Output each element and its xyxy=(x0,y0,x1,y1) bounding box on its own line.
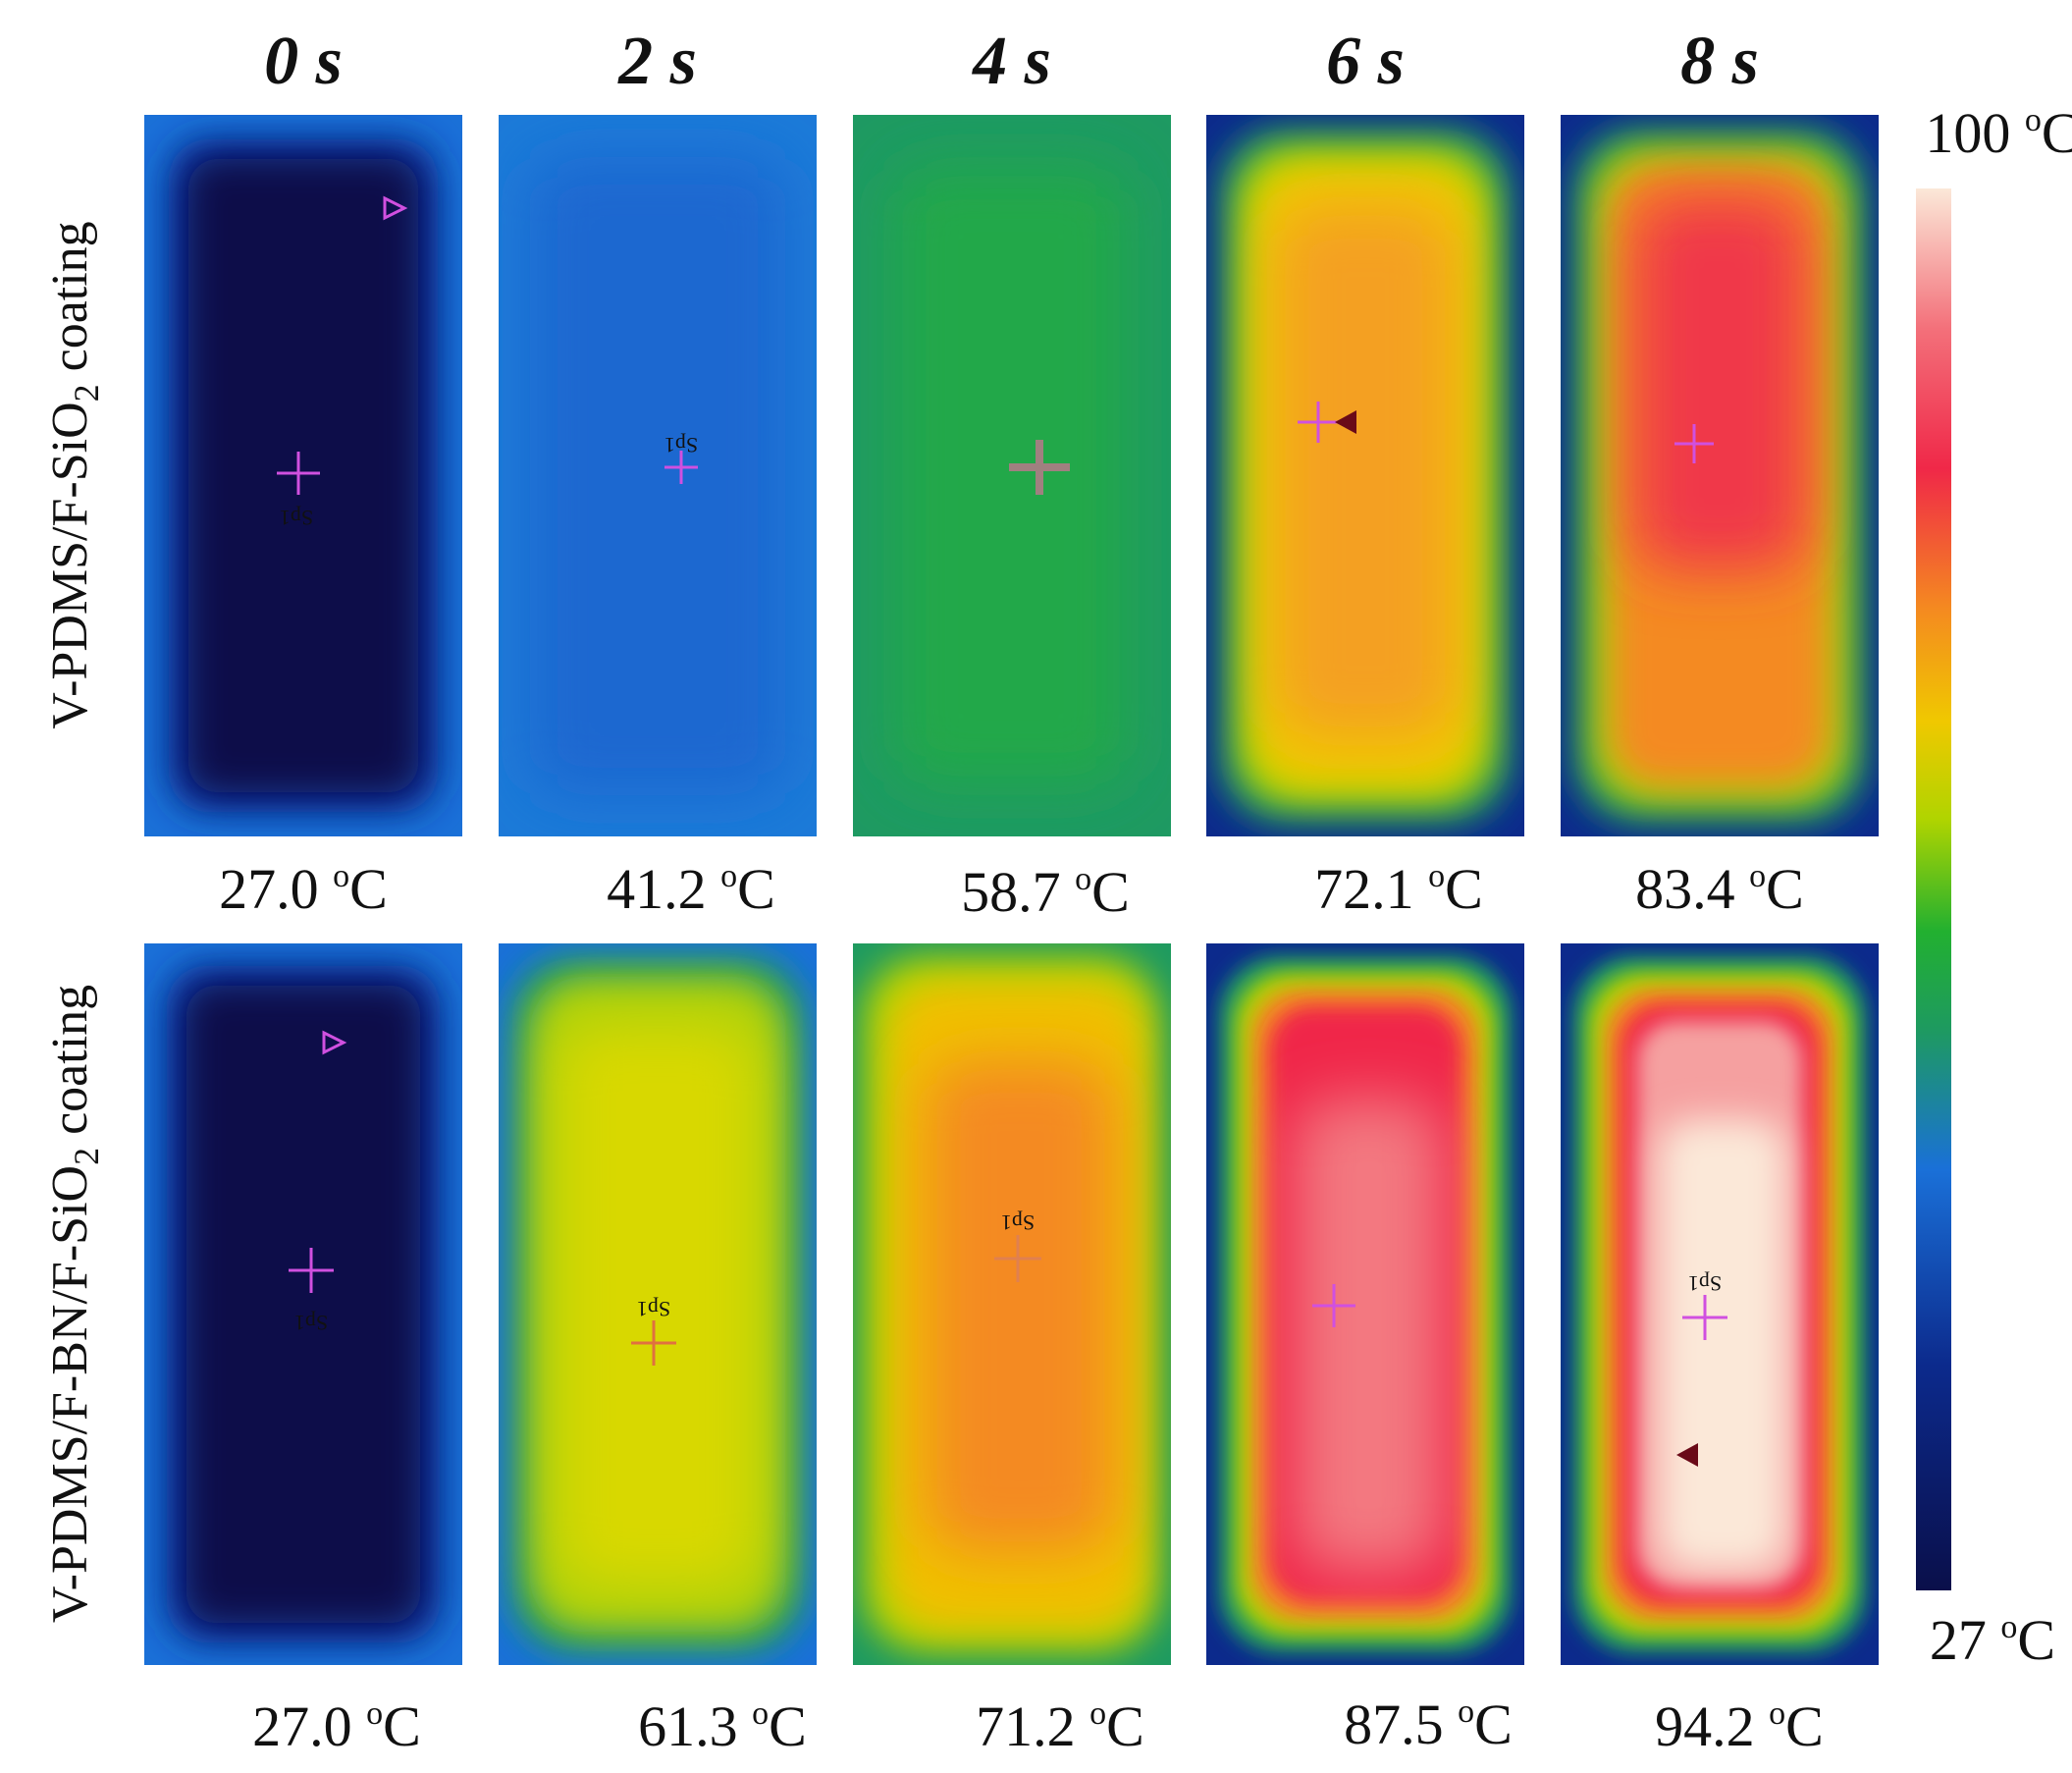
thermal-image-row1-6s xyxy=(1206,115,1524,836)
time-label-6s: 6 s xyxy=(1326,24,1405,99)
thermal-image-row2-6s xyxy=(1206,943,1524,1665)
temp-row2-4s: 71.2 oC xyxy=(976,1694,1144,1758)
temp-row1-0s: 27.0 oC xyxy=(219,857,388,921)
time-label-4s: 4 s xyxy=(971,24,1051,99)
spot-markers xyxy=(277,195,1727,1366)
color-scale-bar xyxy=(1916,188,1951,1590)
temp-row2-0s: 27.0 oC xyxy=(252,1694,421,1758)
crosshair-icon xyxy=(631,1320,676,1366)
crosshair-icon xyxy=(1009,440,1070,495)
spot-label: Sp1 xyxy=(294,1311,328,1335)
temp-row1-4s: 58.7 oC xyxy=(961,860,1130,924)
thermal-image-row2-2s xyxy=(499,943,817,1665)
spot-label: Sp1 xyxy=(280,506,313,530)
thermal-image-row1-4s xyxy=(853,115,1171,836)
temp-row1-2s: 41.2 oC xyxy=(607,857,775,921)
crosshair-icon xyxy=(1298,402,1339,443)
triangle-marker-icon xyxy=(1676,1443,1698,1467)
temp-row1-6s: 72.1 oC xyxy=(1314,857,1483,921)
row-label-top: V-PDMS/F-SiO2 coating xyxy=(42,221,106,728)
thermal-image-row2-8s xyxy=(1561,943,1879,1665)
spot-label: Sp1 xyxy=(1688,1271,1722,1296)
row1-temperatures: 27.0 oC 41.2 oC 58.7 oC 72.1 oC 83.4 oC xyxy=(219,857,1804,924)
time-label-8s: 8 s xyxy=(1680,24,1759,99)
temp-row2-8s: 94.2 oC xyxy=(1655,1694,1824,1758)
crosshair-icon xyxy=(289,1248,334,1293)
thermal-image-row1-2s xyxy=(499,115,817,836)
time-label-2s: 2 s xyxy=(617,24,697,99)
time-labels: 0 s 2 s 4 s 6 s 8 s xyxy=(264,24,1759,99)
spot-label: Sp1 xyxy=(637,1297,670,1321)
crosshair-icon xyxy=(1682,1295,1727,1340)
time-label-0s: 0 s xyxy=(264,24,343,99)
spot-label: Sp1 xyxy=(664,433,698,457)
temp-row2-6s: 87.5 oC xyxy=(1344,1692,1513,1756)
temp-row1-8s: 83.4 oC xyxy=(1635,857,1804,921)
thermal-image-row2-0s xyxy=(144,943,462,1665)
crosshair-icon xyxy=(1674,424,1714,463)
scale-max-label: 100 oC xyxy=(1925,101,2072,165)
thermal-image-row2-4s xyxy=(853,943,1171,1665)
row2-temperatures: 27.0 oC 61.3 oC 71.2 oC 87.5 oC 94.2 oC xyxy=(252,1692,1824,1758)
spot-label-markers: Sp1 Sp1 Sp1 Sp1 Sp1 Sp1 xyxy=(280,433,1722,1335)
crosshair-icon xyxy=(277,452,320,495)
scale-min-label: 27 oC xyxy=(1930,1608,2055,1672)
thermal-image-row1-8s xyxy=(1561,115,1879,836)
temp-row2-2s: 61.3 oC xyxy=(638,1694,807,1758)
triangle-marker-icon xyxy=(383,195,408,221)
crosshair-icon xyxy=(1312,1284,1355,1327)
thermal-image-row1-0s xyxy=(144,115,462,836)
triangle-marker-icon xyxy=(1335,410,1356,434)
triangle-marker-icon xyxy=(322,1030,347,1055)
crosshair-icon xyxy=(664,451,698,484)
row-label-bottom: V-PDMS/F-BN/F-SiO2 coating xyxy=(42,985,106,1623)
spot-label: Sp1 xyxy=(1001,1210,1035,1235)
crosshair-icon xyxy=(994,1235,1041,1282)
